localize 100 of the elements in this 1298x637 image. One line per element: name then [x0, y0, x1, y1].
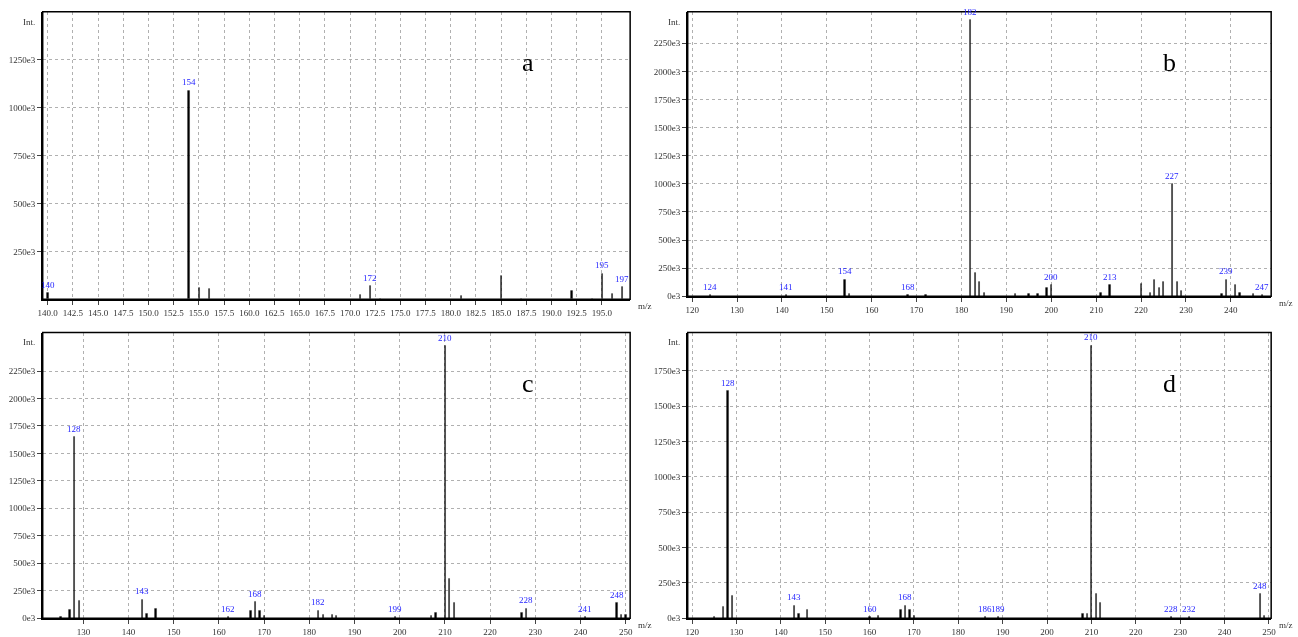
text: c	[522, 369, 534, 398]
text: d	[1163, 369, 1176, 398]
y-tick-label: 750e3	[658, 207, 681, 218]
x-tick-label: 140	[774, 626, 789, 637]
y-tick-label: 250e3	[13, 585, 36, 596]
x-tick-label: 180	[954, 304, 969, 315]
x-tick-label: 230	[1179, 304, 1194, 315]
annotation: 168	[248, 589, 262, 599]
x-tick-label: 170	[257, 626, 272, 637]
y-tick-label: 500e3	[658, 542, 681, 553]
annotation: 128	[67, 424, 81, 434]
annotation: 228	[1164, 604, 1178, 614]
x-tick-label: 220	[1134, 304, 1149, 315]
x-tick-label: 152.5	[163, 307, 185, 318]
x-tick-label: 170	[907, 626, 922, 637]
y-tick-label: 1250e3	[653, 150, 681, 161]
x-tick-label: 180	[951, 626, 966, 637]
text: a	[522, 48, 534, 77]
x-tick-label: 160	[862, 626, 877, 637]
x-tick-label: 240	[1217, 626, 1232, 637]
annotation: 172	[363, 273, 377, 283]
y-tick-label: 1000e3	[653, 471, 681, 482]
x-tick-label: 130	[729, 626, 744, 637]
y-tick-label: 500e3	[658, 235, 681, 246]
annotation: 210	[438, 333, 452, 343]
annotation: 227	[1165, 171, 1179, 181]
x-tick-label: 160	[864, 304, 879, 315]
annotation: 162	[221, 604, 235, 614]
x-axis-title: m/z	[1279, 620, 1293, 630]
x-tick-label: 140.0	[37, 307, 59, 318]
x-tick-label: 240	[573, 626, 588, 637]
y-axis-title: Int.	[23, 17, 36, 27]
y-tick-label: 500e3	[13, 558, 36, 569]
x-tick-label: 210	[1084, 626, 1099, 637]
x-tick-label: 177.5	[415, 307, 437, 318]
x-tick-label: 190	[995, 626, 1010, 637]
y-tick-label: 2000e3	[8, 393, 36, 404]
annotation: 210	[1084, 332, 1098, 342]
x-tick-label: 140	[775, 304, 790, 315]
annotation: 182	[311, 597, 325, 607]
annotation: 241	[578, 604, 592, 614]
x-tick-label: 182.5	[465, 307, 487, 318]
y-tick-label: 1500e3	[653, 122, 681, 133]
annotation: 168	[901, 282, 915, 292]
y-tick-label: 1500e3	[653, 401, 681, 412]
y-tick-label: 750e3	[13, 150, 36, 161]
annotation: 248	[1253, 581, 1267, 591]
x-tick-label: 210	[1089, 304, 1104, 315]
x-tick-label: 147.5	[113, 307, 134, 318]
x-tick-label: 200	[392, 626, 407, 637]
annotation: 200	[1044, 272, 1058, 282]
annotation: 160	[863, 604, 877, 614]
x-tick-label: 190.0	[541, 307, 563, 318]
annotation: 143	[135, 586, 149, 596]
x-tick-label: 155.0	[188, 307, 210, 318]
annotation: 168	[898, 592, 912, 602]
y-tick-label: 1000e3	[653, 178, 681, 189]
x-tick-label: 140	[121, 626, 136, 637]
y-tick-label: 1250e3	[653, 436, 681, 447]
annotation: 247	[1255, 282, 1269, 292]
y-tick-label: 1000e3	[8, 102, 36, 113]
x-tick-label: 160.0	[239, 307, 260, 318]
x-tick-label: 170.0	[339, 307, 361, 318]
x-tick-label: 230	[528, 626, 543, 637]
y-tick-label: 0e3	[667, 613, 681, 624]
annotation: 154	[838, 266, 852, 276]
y-tick-label: 1000e3	[8, 503, 36, 514]
x-tick-label: 170	[909, 304, 924, 315]
annotation: 141	[779, 282, 793, 292]
x-tick-label: 130	[730, 304, 745, 315]
annotation: 213	[1103, 272, 1117, 282]
x-tick-label: 195.0	[591, 307, 613, 318]
y-tick-label: 750e3	[658, 507, 681, 518]
y-tick-label: 250e3	[658, 263, 681, 274]
x-tick-label: 190	[347, 626, 362, 637]
annotation: 189	[991, 604, 1005, 614]
x-tick-label: 175.0	[390, 307, 412, 318]
y-tick-label: 1750e3	[8, 421, 36, 432]
x-tick-label: 250	[1262, 626, 1277, 637]
x-tick-label: 220	[483, 626, 498, 637]
y-axis-title: Int.	[23, 337, 36, 347]
x-tick-label: 190	[999, 304, 1014, 315]
x-tick-label: 172.5	[365, 307, 386, 318]
y-tick-label: 250e3	[13, 246, 36, 257]
x-axis-title: m/z	[1279, 298, 1293, 308]
x-tick-label: 157.5	[213, 307, 235, 318]
x-tick-label: 150	[820, 304, 835, 315]
x-tick-label: 250	[618, 626, 633, 637]
annotation: 228	[519, 595, 533, 605]
x-tick-label: 162.5	[264, 307, 286, 318]
x-tick-label: 150.0	[138, 307, 160, 318]
x-tick-label: 145.0	[88, 307, 109, 318]
x-tick-label: 185.0	[491, 307, 512, 318]
annotation: 199	[388, 604, 402, 614]
annotation: 143	[787, 592, 801, 602]
annotation: 186	[978, 604, 992, 614]
y-tick-label: 1250e3	[8, 54, 36, 65]
x-tick-label: 220	[1129, 626, 1144, 637]
x-tick-label: 187.5	[516, 307, 537, 318]
x-tick-label: 192.5	[566, 307, 588, 318]
